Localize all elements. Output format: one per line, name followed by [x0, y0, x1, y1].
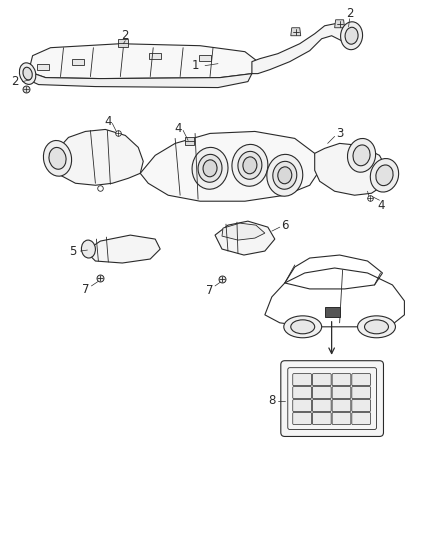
Polygon shape	[335, 20, 345, 28]
Polygon shape	[252, 24, 350, 74]
Text: 8: 8	[268, 394, 276, 407]
Ellipse shape	[198, 155, 222, 182]
Polygon shape	[314, 143, 388, 195]
Polygon shape	[140, 132, 320, 201]
Polygon shape	[72, 59, 85, 64]
Polygon shape	[222, 223, 265, 240]
Ellipse shape	[203, 160, 217, 177]
Text: 2: 2	[11, 75, 18, 88]
Text: 7: 7	[206, 285, 214, 297]
Polygon shape	[149, 53, 161, 59]
Text: 3: 3	[336, 127, 343, 140]
Ellipse shape	[238, 151, 262, 179]
Ellipse shape	[291, 320, 314, 334]
Ellipse shape	[364, 320, 389, 334]
Polygon shape	[185, 138, 194, 146]
Ellipse shape	[370, 158, 399, 192]
Ellipse shape	[81, 240, 95, 258]
Ellipse shape	[49, 148, 66, 169]
Text: 5: 5	[69, 245, 76, 257]
Polygon shape	[118, 39, 128, 47]
Text: 4: 4	[105, 115, 112, 128]
Ellipse shape	[267, 155, 303, 196]
FancyBboxPatch shape	[332, 386, 351, 399]
Ellipse shape	[357, 316, 396, 338]
FancyBboxPatch shape	[332, 413, 351, 424]
FancyBboxPatch shape	[312, 413, 331, 424]
FancyBboxPatch shape	[352, 386, 371, 399]
Ellipse shape	[243, 157, 257, 174]
Ellipse shape	[347, 139, 376, 172]
Polygon shape	[199, 55, 211, 61]
Ellipse shape	[273, 161, 297, 189]
Text: 1: 1	[191, 59, 199, 72]
FancyBboxPatch shape	[312, 374, 331, 385]
FancyBboxPatch shape	[352, 413, 371, 424]
Polygon shape	[28, 44, 258, 78]
Ellipse shape	[23, 67, 32, 80]
Text: 7: 7	[81, 284, 89, 296]
Ellipse shape	[341, 22, 363, 50]
Polygon shape	[85, 235, 160, 263]
Ellipse shape	[376, 165, 393, 185]
Ellipse shape	[278, 167, 292, 184]
FancyBboxPatch shape	[281, 361, 384, 437]
Polygon shape	[56, 130, 143, 185]
FancyBboxPatch shape	[293, 413, 311, 424]
Polygon shape	[215, 221, 275, 255]
Ellipse shape	[284, 316, 321, 338]
Ellipse shape	[232, 144, 268, 186]
FancyBboxPatch shape	[293, 400, 311, 411]
Ellipse shape	[43, 141, 71, 176]
Text: 4: 4	[378, 199, 385, 212]
Text: 4: 4	[174, 122, 182, 135]
Polygon shape	[291, 28, 301, 36]
FancyBboxPatch shape	[332, 400, 351, 411]
FancyBboxPatch shape	[293, 386, 311, 399]
FancyBboxPatch shape	[312, 386, 331, 399]
FancyBboxPatch shape	[293, 374, 311, 385]
FancyBboxPatch shape	[332, 374, 351, 385]
Polygon shape	[25, 71, 252, 87]
FancyBboxPatch shape	[325, 307, 339, 317]
FancyBboxPatch shape	[352, 374, 371, 385]
Polygon shape	[37, 63, 49, 70]
Ellipse shape	[19, 63, 36, 84]
FancyBboxPatch shape	[352, 400, 371, 411]
Text: 2: 2	[122, 29, 129, 42]
Ellipse shape	[353, 145, 370, 166]
Ellipse shape	[192, 148, 228, 189]
Text: 2: 2	[346, 7, 353, 20]
Ellipse shape	[345, 27, 358, 44]
FancyBboxPatch shape	[312, 400, 331, 411]
Text: 6: 6	[281, 219, 289, 232]
